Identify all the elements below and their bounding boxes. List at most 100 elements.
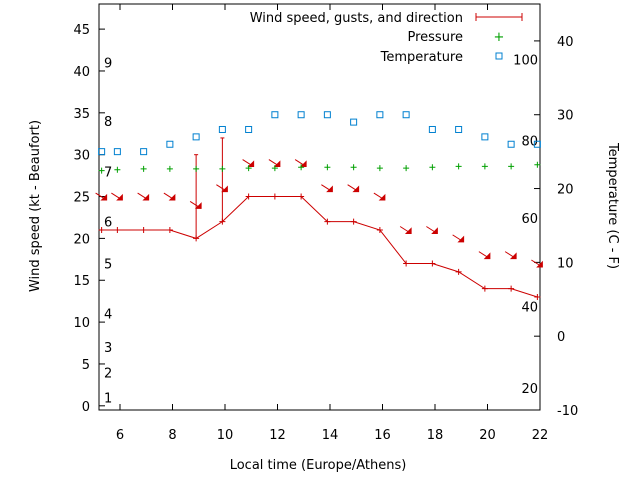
direction-arrowhead <box>404 227 412 235</box>
legend: Wind speed, gusts, and direction Pressur… <box>250 11 523 65</box>
y2-tick-label: 10 <box>557 256 574 271</box>
direction-arrowhead <box>483 252 491 260</box>
direction-arrowhead <box>352 185 360 193</box>
legend-label-pressure: Pressure <box>407 30 463 45</box>
direction-arrowhead <box>536 260 543 268</box>
y2-axis-label: Temperature (C - F) <box>605 142 620 269</box>
direction-arrowhead <box>431 227 438 235</box>
temperature-point <box>218 125 226 133</box>
x-tick-label: 12 <box>269 428 286 443</box>
direction-arrowhead <box>247 160 255 168</box>
wind-point <box>298 193 305 200</box>
direction-arrowhead <box>194 202 202 209</box>
direction-arrowhead <box>100 193 108 201</box>
x-axis: 6 8 10 12 14 16 18 20 22 <box>116 4 548 443</box>
fahrenheit-label: 100 <box>513 53 538 68</box>
temperature-point <box>192 133 200 141</box>
y-tick-label: 40 <box>73 65 90 80</box>
wind-line <box>101 196 538 298</box>
beaufort-scale: 1 2 3 4 5 6 7 8 9 <box>104 57 112 407</box>
x-tick-label: 20 <box>479 428 496 443</box>
pressure-point <box>534 161 541 168</box>
x-axis-label: Local time (Europe/Athens) <box>230 458 407 473</box>
x-tick-label: 14 <box>322 428 339 443</box>
plot-frame <box>98 3 541 411</box>
temperature-point <box>455 125 463 133</box>
beaufort-label: 9 <box>104 57 112 72</box>
y-tick-label: 35 <box>73 107 90 122</box>
fahrenheit-scale: 20 40 60 80 100 <box>513 53 538 396</box>
beaufort-label: 7 <box>104 165 112 180</box>
series-wind <box>95 137 543 300</box>
pressure-point <box>245 165 252 172</box>
wind-point <box>403 260 410 267</box>
fahrenheit-label: 20 <box>521 382 538 397</box>
wind-point <box>245 193 252 200</box>
fahrenheit-label: 40 <box>521 301 538 316</box>
direction-arrowhead <box>273 160 281 168</box>
direction-arrowhead <box>116 193 123 201</box>
y2-tick-label: 40 <box>557 35 574 50</box>
y2-tick-label: 0 <box>557 330 565 345</box>
legend-label-temperature: Temperature <box>380 50 463 65</box>
y2-tick-label: 20 <box>557 183 574 198</box>
beaufort-label: 5 <box>104 258 112 273</box>
wind-point <box>376 227 383 234</box>
y-tick-label: 5 <box>82 358 90 373</box>
temperature-point <box>481 133 489 141</box>
y2-axis: -10 0 10 20 30 40 <box>534 35 578 419</box>
y-tick-label: 10 <box>73 316 90 331</box>
direction-arrowhead <box>378 193 386 201</box>
beaufort-label: 8 <box>104 115 112 130</box>
wind-point <box>455 268 462 275</box>
y2-tick-label: -10 <box>557 404 578 419</box>
pressure-point <box>324 164 331 171</box>
beaufort-label: 4 <box>104 308 112 323</box>
wind-point <box>481 285 488 292</box>
y-tick-label: 25 <box>73 191 90 206</box>
temperature-point <box>113 148 121 156</box>
wind-point <box>534 293 541 300</box>
temperature-point <box>323 111 331 119</box>
pressure-point <box>376 165 383 172</box>
temperature-point <box>507 140 515 148</box>
direction-arrowhead <box>168 193 176 201</box>
plot-border <box>98 3 541 411</box>
temperature-point <box>245 125 253 133</box>
direction-arrowhead <box>299 160 307 168</box>
pressure-point <box>403 165 410 172</box>
y-tick-label: 0 <box>82 400 90 415</box>
pressure-point <box>271 165 278 172</box>
x-tick-label: 8 <box>168 428 176 443</box>
y-tick-label: 30 <box>73 149 90 164</box>
y-tick-label: 20 <box>73 232 90 247</box>
beaufort-label: 1 <box>104 391 112 406</box>
beaufort-label: 6 <box>104 216 112 231</box>
fahrenheit-label: 60 <box>521 212 538 227</box>
pressure-point <box>98 167 105 174</box>
direction-arrowhead <box>221 185 228 193</box>
wind-point <box>350 218 357 225</box>
temperature-point <box>166 140 174 148</box>
wind-point <box>429 260 436 267</box>
pressure-point <box>429 164 436 171</box>
wind-point <box>324 218 331 225</box>
x-tick-label: 10 <box>217 428 234 443</box>
y-axis-label: Wind speed (kt - Beaufort) <box>28 120 43 292</box>
x-tick-label: 22 <box>532 428 549 443</box>
wind-point <box>114 227 121 234</box>
series-pressure <box>98 161 541 174</box>
pressure-point <box>455 163 462 170</box>
fahrenheit-label: 80 <box>521 135 538 150</box>
pressure-point <box>350 164 357 171</box>
wind-point <box>508 285 515 292</box>
pressure-point <box>219 165 226 172</box>
series-layer <box>95 111 543 300</box>
temperature-point <box>350 118 358 126</box>
temperature-point <box>297 111 305 119</box>
direction-arrowhead <box>457 235 465 243</box>
temperature-point <box>98 148 106 156</box>
temperature-point <box>533 140 541 148</box>
pressure-point <box>140 165 147 172</box>
temperature-point <box>428 125 436 133</box>
